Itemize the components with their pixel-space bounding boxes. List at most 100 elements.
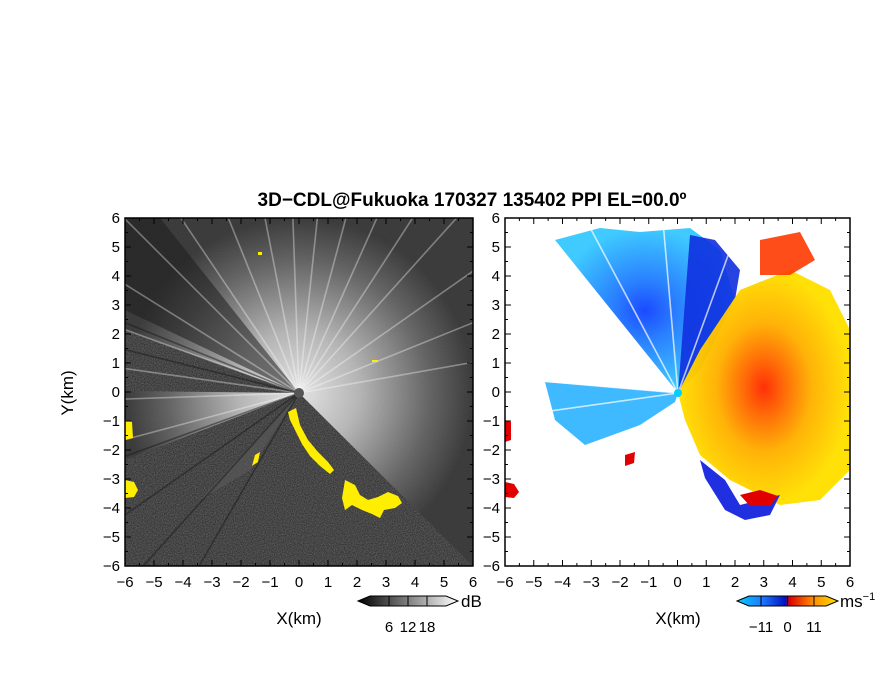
reflectivity-xtick-label: −4 xyxy=(174,574,191,591)
highlight-small-north xyxy=(258,252,262,255)
reflectivity-xtick-label: −3 xyxy=(203,574,220,591)
radial-streak xyxy=(125,392,300,400)
radial-streak xyxy=(142,392,300,566)
velocity-ytick-label: 0 xyxy=(492,384,500,401)
reflectivity-xlabel: X(km) xyxy=(276,609,321,628)
radial-streak xyxy=(677,218,743,394)
reflectivity-panel: −6 −5 −4 −3 −2 −1 0 1 2 3 4 5 6 6 5 4 3 2 1 0 −1 −2 −3 −4 −5 −6 X… xyxy=(58,210,477,628)
radial-streak xyxy=(264,218,300,394)
highlight-arc-south xyxy=(288,408,334,474)
radial-streak xyxy=(227,218,300,394)
radial-streak xyxy=(298,361,473,394)
highlight-west-edge xyxy=(125,420,133,440)
reflectivity-xtick-label: −2 xyxy=(232,574,249,591)
radial-streak xyxy=(125,367,300,394)
radial-streak xyxy=(292,218,300,394)
radar-center-right xyxy=(674,389,682,397)
velocity-ytick-label: 5 xyxy=(492,239,500,256)
velocity-unit-exponent: −1 xyxy=(863,591,876,603)
radial-streak xyxy=(125,392,300,458)
radial-streak xyxy=(661,218,679,394)
velocity-xtick-label: −6 xyxy=(496,574,513,591)
figure-title: 3D−CDL@Fukuoka 170327 135402 PPI EL=00.0… xyxy=(258,190,687,211)
radar-center-left xyxy=(294,388,304,398)
velocity-xlabel: X(km) xyxy=(655,609,700,628)
reflectivity-xtick-label: 1 xyxy=(324,574,332,591)
velocity-ytick-label: −4 xyxy=(483,500,500,517)
radial-streak xyxy=(298,218,378,394)
colorbar-tick-label: −11 xyxy=(749,619,773,636)
velocity-southwest-patch xyxy=(625,452,635,466)
radial-streak xyxy=(125,328,300,394)
colorbar-tick-label: 18 xyxy=(419,619,436,636)
velocity-ytick-label: 3 xyxy=(492,297,500,314)
velocity-ytick-label: 4 xyxy=(492,268,500,285)
reflectivity-xtick-label: 2 xyxy=(353,574,361,591)
velocity-ytick-label: −6 xyxy=(483,558,500,575)
radial-streak xyxy=(505,392,679,419)
velocity-southwest-edge xyxy=(505,482,519,498)
radial-streak xyxy=(298,218,319,394)
reflectivity-axes: −6 −5 −4 −3 −2 −1 0 1 2 3 4 5 6 6 5 4 3 2 1 0 −1 −2 −3 −4 −5 −6 xyxy=(103,210,477,591)
radial-streak xyxy=(298,270,473,394)
colorbar-tick-label: 11 xyxy=(806,619,822,636)
velocity-west-edge xyxy=(505,420,511,442)
radial-streak xyxy=(505,339,679,394)
reflectivity-ytick-label: 3 xyxy=(112,297,120,314)
reflectivity-ytick-label: −6 xyxy=(103,558,120,575)
reflectivity-ytick-label: −3 xyxy=(103,471,120,488)
radial-streak xyxy=(298,218,458,394)
reflectivity-ytick-label: −2 xyxy=(103,442,120,459)
reflectivity-colorbar-ticks: 6 12 18 xyxy=(385,596,436,636)
velocity-ytick-label: 1 xyxy=(492,355,500,372)
radial-streak xyxy=(125,321,300,394)
velocity-unit-base: ms xyxy=(840,592,863,611)
velocity-ytick-label: −5 xyxy=(483,529,500,546)
radial-streak xyxy=(125,218,300,394)
colorbar-tick-label: 12 xyxy=(400,619,417,636)
velocity-streaks xyxy=(505,218,743,419)
velocity-ytick-label: −3 xyxy=(483,471,500,488)
reflectivity-xtick-label: −5 xyxy=(145,574,162,591)
reflectivity-shadow-sector xyxy=(125,218,299,393)
reflectivity-xtick-label: 3 xyxy=(382,574,390,591)
radial-streak xyxy=(505,300,679,394)
reflectivity-xtick-label: −6 xyxy=(116,574,133,591)
velocity-xtick-label: 3 xyxy=(760,574,768,591)
radial-streak xyxy=(125,392,300,516)
reflectivity-xtick-label: 0 xyxy=(295,574,303,591)
reflectivity-ytick-label: 0 xyxy=(112,384,120,401)
velocity-xtick-label: −4 xyxy=(554,574,571,591)
velocity-xtick-label: 1 xyxy=(702,574,710,591)
reflectivity-ytick-label: −4 xyxy=(103,500,120,517)
radial-streak xyxy=(198,392,300,566)
velocity-receding-region xyxy=(678,270,850,505)
colorbar-tick-label: 6 xyxy=(385,619,393,636)
velocity-xtick-label: 4 xyxy=(788,574,796,591)
velocity-dark-blue-band xyxy=(678,235,740,393)
reflectivity-ytick-label: 2 xyxy=(112,326,120,343)
velocity-xtick-label: 0 xyxy=(673,574,681,591)
velocity-panel: −6 −5 −4 −3 −2 −1 0 1 2 3 4 5 6 6 5 4 3 2 1 0 −1 −2 −3 −4 −5 −6 X… xyxy=(483,210,854,628)
radial-streak xyxy=(513,218,679,394)
velocity-ytick-label: −2 xyxy=(483,442,500,459)
reflectivity-xtick-label: 4 xyxy=(411,574,419,591)
radial-streak xyxy=(298,218,347,394)
velocity-south-red-fringe xyxy=(740,490,778,506)
velocity-xtick-label: −5 xyxy=(525,574,542,591)
radial-streak xyxy=(298,321,473,394)
velocity-xtick-label: 2 xyxy=(731,574,739,591)
highlight-southwest-edge xyxy=(125,480,138,498)
radial-streak xyxy=(505,377,679,394)
radial-streak xyxy=(298,218,414,394)
highlight-south-sliver xyxy=(252,452,260,466)
velocity-xtick-label: 6 xyxy=(846,574,854,591)
radial-streak xyxy=(584,218,679,394)
velocity-colorbar-unit: ms−1 xyxy=(840,591,875,611)
radial-streak xyxy=(125,348,300,394)
velocity-receding-northeast xyxy=(760,232,815,275)
velocity-xtick-label: 5 xyxy=(817,574,825,591)
reflectivity-ytick-label: 1 xyxy=(112,355,120,372)
velocity-xtick-label: −1 xyxy=(640,574,657,591)
